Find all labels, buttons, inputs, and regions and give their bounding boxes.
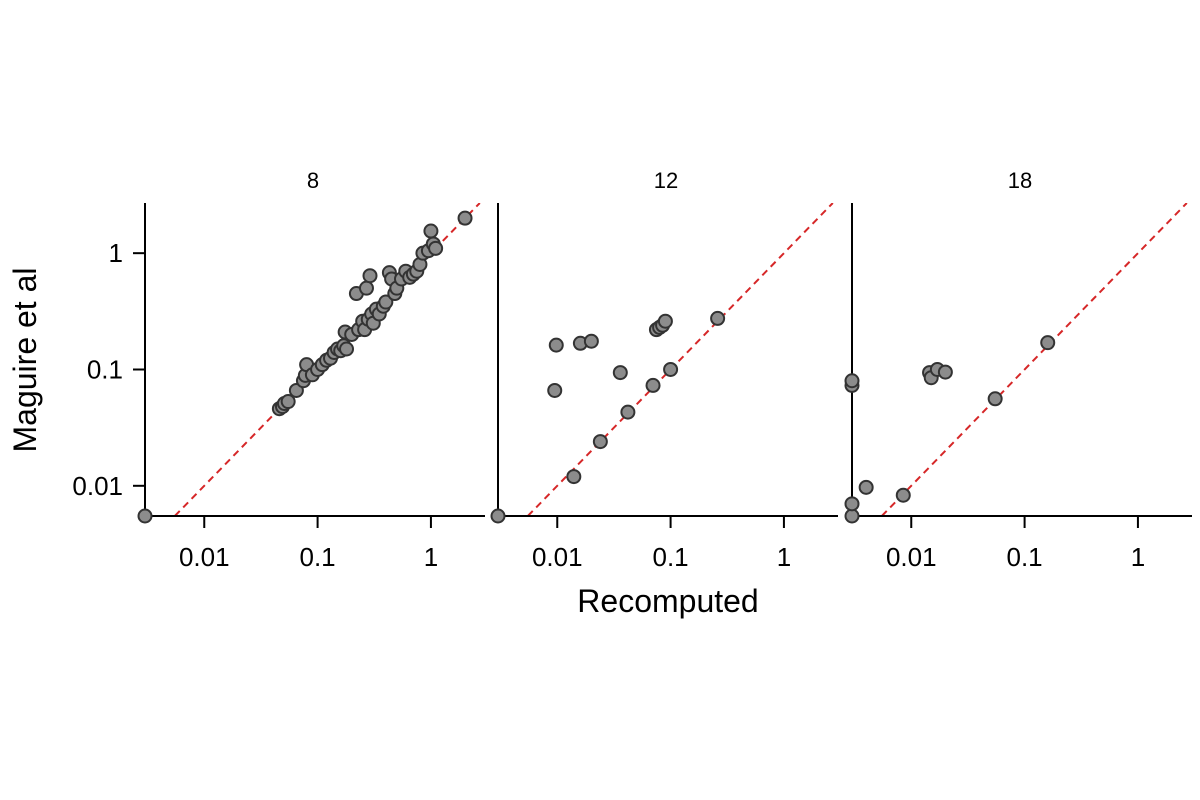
data-point bbox=[137, 508, 153, 524]
panel-8: 8 0.01 0.1 1 0.01 0.1 1 bbox=[72, 168, 485, 572]
x-tick-label: 0.01 bbox=[179, 542, 230, 572]
data-point bbox=[937, 364, 953, 380]
x-axis-title: Recomputed bbox=[577, 583, 758, 619]
data-point bbox=[645, 377, 661, 393]
data-point bbox=[844, 496, 860, 512]
data-point bbox=[663, 361, 679, 377]
data-point bbox=[566, 469, 582, 485]
reference-line bbox=[527, 203, 834, 516]
data-point bbox=[620, 404, 636, 420]
data-point bbox=[423, 223, 439, 239]
data-point bbox=[844, 373, 860, 389]
data-point bbox=[592, 434, 608, 450]
x-tick-label: 0.01 bbox=[886, 542, 937, 572]
y-axis-title: Maguire et al bbox=[7, 268, 43, 453]
x-tick-label: 0.01 bbox=[532, 542, 583, 572]
data-point bbox=[280, 394, 296, 410]
y-tick-label: 0.1 bbox=[87, 354, 123, 384]
data-point bbox=[657, 313, 673, 329]
panel-12: 12 0.01 0.1 1 bbox=[490, 168, 838, 572]
data-point bbox=[378, 294, 394, 310]
data-point bbox=[339, 341, 355, 357]
x-tick-label: 0.1 bbox=[653, 542, 689, 572]
y-tick-label: 1 bbox=[109, 238, 123, 268]
data-point bbox=[547, 382, 563, 398]
panel-title: 18 bbox=[1008, 168, 1032, 193]
data-point bbox=[895, 487, 911, 503]
data-point bbox=[428, 240, 444, 256]
data-point bbox=[358, 280, 374, 296]
data-point bbox=[490, 508, 506, 524]
data-point bbox=[457, 210, 473, 226]
x-tick-label: 1 bbox=[424, 542, 438, 572]
y-tick-label: 0.01 bbox=[72, 471, 123, 501]
data-point bbox=[858, 479, 874, 495]
panel-18: 18 0.01 0.1 1 bbox=[844, 168, 1192, 572]
data-point bbox=[1040, 335, 1056, 351]
data-point bbox=[987, 391, 1003, 407]
reference-line bbox=[881, 203, 1188, 516]
x-tick-label: 1 bbox=[1131, 542, 1145, 572]
data-point bbox=[362, 268, 378, 284]
panel-title: 12 bbox=[654, 168, 678, 193]
data-point bbox=[548, 337, 564, 353]
data-point bbox=[844, 508, 860, 524]
panel-title: 8 bbox=[307, 168, 319, 193]
data-point bbox=[612, 365, 628, 381]
x-tick-label: 1 bbox=[777, 542, 791, 572]
data-point bbox=[710, 310, 726, 326]
x-tick-label: 0.1 bbox=[300, 542, 336, 572]
x-tick-label: 0.1 bbox=[1007, 542, 1043, 572]
data-point bbox=[583, 333, 599, 349]
